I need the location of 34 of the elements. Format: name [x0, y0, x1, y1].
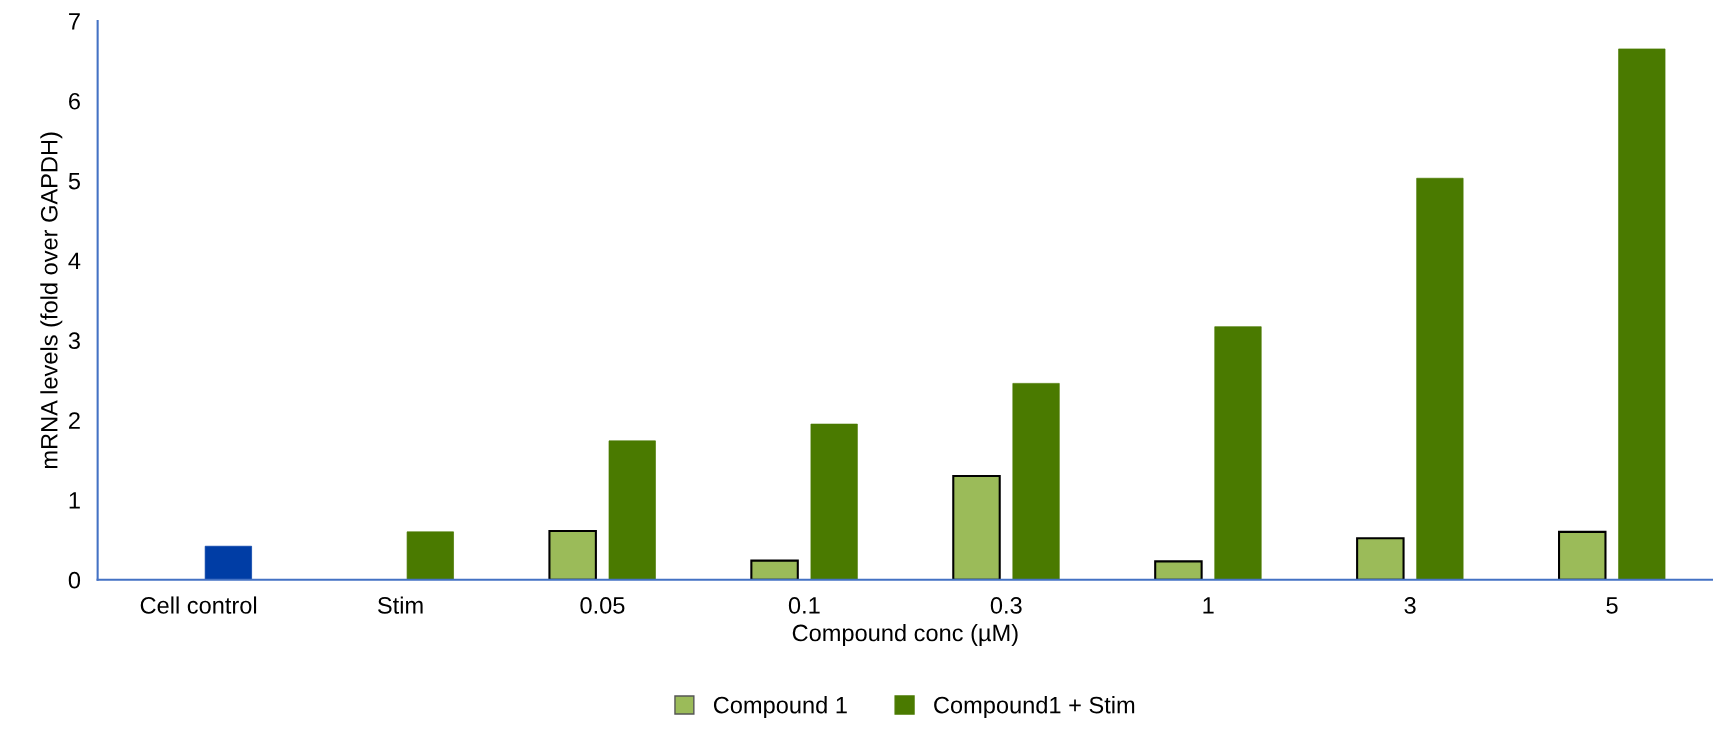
bar [1558, 530, 1607, 580]
y-tick-label: 2 [69, 412, 80, 429]
y-axis-title: mRNA levels (fold over GAPDH) [40, 132, 63, 469]
y-tick-label: 5 [68, 172, 80, 190]
x-tick-label: 0.1 [788, 597, 820, 614]
bar [750, 559, 799, 580]
bar [1356, 537, 1405, 580]
x-tick-label: Cell control [140, 596, 257, 614]
y-tick-label: 3 [68, 332, 80, 350]
legend-label: Compound1 + Stim [934, 696, 1135, 719]
x-tick-label: 3 [1404, 597, 1416, 614]
x-tick-label: 0.05 [580, 597, 625, 614]
bar [1154, 560, 1203, 580]
y-tick-label: 0 [68, 571, 81, 589]
bar [406, 531, 454, 580]
x-axis-title: Compound conc (µM) [792, 623, 1018, 646]
bar [204, 545, 252, 580]
bar [1012, 383, 1060, 580]
bar [1214, 326, 1262, 580]
bar [1618, 48, 1666, 580]
bar [548, 530, 597, 580]
legend-label: Compound 1 [713, 696, 847, 719]
bar [1416, 177, 1464, 580]
bar [810, 423, 858, 580]
x-tick-label: 5 [1606, 597, 1618, 614]
bar [608, 440, 656, 580]
x-tick-label: 0.3 [990, 597, 1022, 614]
x-tick-label: 1 [1203, 597, 1214, 614]
bar [952, 474, 1001, 580]
y-tick-label: 4 [68, 252, 81, 270]
x-tick-label: Stim [377, 596, 423, 614]
y-tick-label: 6 [69, 92, 80, 110]
y-tick-label: 7 [69, 13, 80, 30]
y-tick-label: 1 [69, 492, 80, 509]
